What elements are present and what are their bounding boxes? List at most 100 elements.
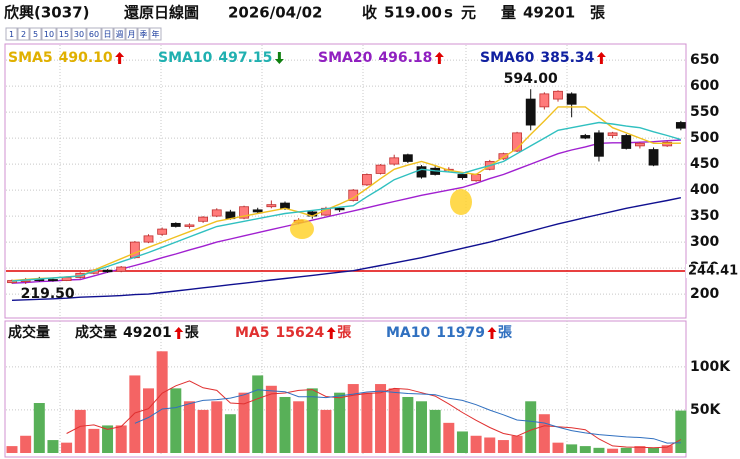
- volume-bar: [443, 422, 455, 453]
- volume-bar: [265, 385, 277, 453]
- volume-bar: [183, 401, 195, 453]
- period-button[interactable]: 季: [137, 27, 150, 41]
- volume-bar: [279, 396, 291, 453]
- period-button[interactable]: 60: [86, 27, 102, 41]
- volume-bar: [620, 447, 632, 453]
- legend-unit: 張: [498, 325, 513, 341]
- y-tick-label: 300: [690, 234, 719, 250]
- ma-line: [11, 121, 682, 282]
- volume-bar: [593, 447, 605, 453]
- ma-line: [66, 380, 682, 449]
- close-price: 519.00: [384, 4, 442, 22]
- legend-value: 49201: [123, 325, 172, 341]
- volume-bar: [484, 437, 496, 453]
- volume-bar: [47, 440, 59, 453]
- period-button[interactable]: 週: [113, 27, 126, 41]
- button-box[interactable]: [29, 27, 42, 41]
- period-button[interactable]: 年: [149, 27, 162, 41]
- volume-bar: [102, 425, 114, 453]
- y-tick-label: 400: [690, 182, 719, 198]
- volume-bar: [347, 384, 359, 453]
- candle-body: [402, 154, 413, 162]
- button-box[interactable]: [41, 27, 57, 41]
- volume-bar: [334, 392, 346, 453]
- candle-body: [184, 224, 195, 227]
- button-label[interactable]: 年: [152, 29, 160, 39]
- legend-value: 497.15: [218, 50, 272, 66]
- period-button[interactable]: 日: [101, 27, 114, 41]
- volume-bar: [675, 410, 687, 453]
- volume-panel-frame: [4, 320, 687, 458]
- button-box[interactable]: [5, 27, 18, 41]
- volume-bar: [525, 401, 537, 453]
- volume-bar: [61, 442, 73, 453]
- button-box[interactable]: [137, 27, 150, 41]
- volume-bar: [20, 435, 32, 453]
- legend-value: 385.34: [540, 50, 594, 66]
- volume-bar: [388, 388, 400, 453]
- period-button[interactable]: 月: [125, 27, 138, 41]
- plot: 200250300350400450500550600650244.41594.…: [6, 50, 740, 453]
- volume-bar: [129, 375, 141, 453]
- button-label[interactable]: 30: [74, 30, 84, 39]
- candle-body: [648, 149, 659, 166]
- candle-body: [539, 93, 550, 108]
- button-label[interactable]: 月: [128, 30, 136, 39]
- candle-body: [361, 174, 372, 186]
- volume-bar: [238, 392, 250, 453]
- volume-bar: [607, 448, 619, 453]
- candle-body: [102, 269, 113, 273]
- period-button[interactable]: 1: [5, 27, 18, 41]
- ma-line: [11, 106, 681, 282]
- button-box[interactable]: [101, 27, 114, 41]
- button-box[interactable]: [149, 27, 162, 41]
- button-label[interactable]: 2: [21, 30, 26, 39]
- trend-arrow: [115, 52, 125, 64]
- stock-name: 欣興(3037): [4, 4, 89, 22]
- candle-body: [498, 153, 509, 160]
- period-button[interactable]: 30: [71, 27, 87, 41]
- period-button[interactable]: 10: [41, 27, 57, 41]
- button-box[interactable]: [125, 27, 138, 41]
- candle-body: [61, 277, 72, 281]
- legend-name: SMA10: [158, 50, 213, 66]
- candle-body: [48, 279, 58, 281]
- volume-bar: [197, 409, 209, 453]
- volume-bar: [402, 396, 414, 453]
- candle-body: [375, 164, 386, 174]
- button-label[interactable]: 15: [59, 30, 69, 39]
- legend-name: SMA60: [480, 50, 535, 66]
- period-button[interactable]: 2: [17, 27, 30, 41]
- candle-body: [594, 132, 604, 157]
- button-box[interactable]: [56, 27, 72, 41]
- price-panel-frame: [4, 43, 687, 319]
- button-label[interactable]: 60: [89, 30, 99, 39]
- candle-body: [129, 241, 140, 259]
- candle-body: [198, 216, 209, 222]
- period-button[interactable]: 15: [56, 27, 72, 41]
- button-label[interactable]: 10: [44, 30, 54, 39]
- period-button[interactable]: 5: [29, 27, 42, 41]
- button-box[interactable]: [113, 27, 126, 41]
- y-tick-label: 550: [690, 104, 719, 120]
- volume-bar: [552, 442, 564, 453]
- button-box[interactable]: [86, 27, 102, 41]
- button-label[interactable]: 1: [9, 30, 14, 39]
- candle-body: [334, 207, 345, 211]
- volume-bar: [156, 351, 168, 453]
- button-label[interactable]: 日: [104, 30, 112, 39]
- button-box[interactable]: [17, 27, 30, 41]
- button-label[interactable]: 季: [140, 29, 148, 39]
- volume-bar: [211, 401, 223, 453]
- volume-bar: [252, 375, 264, 453]
- trend-arrow: [434, 52, 444, 64]
- button-label[interactable]: 5: [33, 30, 38, 39]
- candle-body: [471, 174, 482, 182]
- volume-bar: [115, 425, 127, 453]
- reference-label-bg: [686, 263, 740, 278]
- volume-bar: [293, 401, 305, 453]
- trend-arrow: [174, 327, 184, 339]
- button-label[interactable]: 週: [116, 30, 124, 39]
- button-box[interactable]: [71, 27, 87, 41]
